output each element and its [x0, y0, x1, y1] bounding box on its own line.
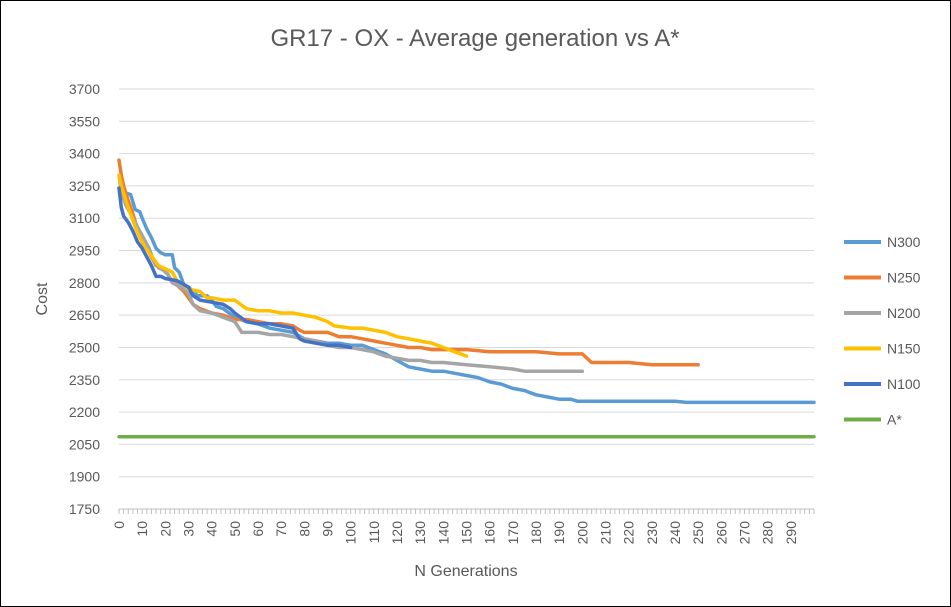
y-tick-label: 3400	[69, 146, 100, 162]
y-tick-label: 2650	[69, 307, 100, 323]
x-axis-tick-labels: 0 10 20 30 40 50 60 70 80 90 100 110 120 130 140 150 160…	[111, 521, 799, 545]
x-tick-label: 20	[157, 521, 173, 537]
x-tick-label: 100	[343, 521, 359, 545]
y-axis-title: Cost	[34, 282, 51, 315]
gridlines	[119, 88, 814, 478]
x-tick-label: 140	[435, 521, 451, 545]
y-tick-label: 2950	[69, 243, 100, 259]
legend-label-n150: N150	[887, 341, 921, 357]
x-tick-label: 90	[320, 521, 336, 537]
legend: N300 N250 N200 N150 N100 A*	[844, 234, 921, 428]
x-tick-label: 40	[204, 521, 220, 537]
series-line-n100	[117, 186, 353, 350]
y-tick-label: 2200	[69, 404, 100, 420]
x-tick-label: 190	[551, 521, 567, 545]
x-tick-label: 230	[644, 521, 660, 545]
y-tick-label: 3550	[69, 113, 100, 129]
legend-label-n300: N300	[887, 234, 921, 250]
x-tick-label: 200	[574, 521, 590, 545]
legend-label-n100: N100	[887, 376, 921, 392]
x-tick-label: 0	[111, 521, 127, 529]
legend-label-n200: N200	[887, 305, 921, 321]
x-tick-label: 170	[505, 521, 521, 545]
y-axis-tick-labels: 1750 1900 2050 2200 2350 2500 2650 2800 2950 3100…	[69, 81, 100, 517]
y-tick-label: 1900	[69, 469, 100, 485]
x-tick-label: 30	[181, 521, 197, 537]
x-tick-label: 240	[667, 521, 683, 545]
x-axis-title: N Generations	[414, 563, 517, 580]
x-tick-label: 210	[598, 521, 614, 545]
series-line-n250	[117, 158, 700, 367]
y-tick-label: 1750	[69, 501, 100, 517]
series-lines	[117, 158, 816, 439]
x-tick-label: 260	[713, 521, 729, 545]
x-tick-label: 270	[737, 521, 753, 545]
legend-label-astar: A*	[887, 412, 902, 428]
x-tick-label: 130	[412, 521, 428, 545]
x-tick-label: 150	[459, 521, 475, 545]
x-tick-label: 50	[227, 521, 243, 537]
y-tick-label: 3250	[69, 178, 100, 194]
y-tick-label: 2500	[69, 339, 100, 355]
x-tick-label: 10	[134, 521, 150, 537]
x-tick-label: 250	[690, 521, 706, 545]
x-tick-label: 290	[783, 521, 799, 545]
y-tick-label: 2800	[69, 275, 100, 291]
series-line-n150	[117, 173, 469, 358]
x-tick-label: 70	[273, 521, 289, 537]
y-tick-label: 3100	[69, 210, 100, 226]
y-tick-label: 3700	[69, 81, 100, 97]
x-tick-label: 80	[296, 521, 312, 537]
x-tick-label: 120	[389, 521, 405, 545]
x-tick-label: 160	[482, 521, 498, 545]
x-tick-label: 110	[366, 521, 382, 544]
x-tick-label: 220	[621, 521, 637, 545]
series-line-n200	[117, 173, 585, 373]
x-tick-label: 280	[760, 521, 776, 545]
y-tick-label: 2350	[69, 372, 100, 388]
axes	[118, 508, 815, 514]
x-tick-label: 180	[528, 521, 544, 545]
series-line-n300	[117, 186, 816, 405]
legend-label-n250: N250	[887, 270, 921, 286]
y-tick-label: 2050	[69, 436, 100, 452]
chart-title: GR17 - OX - Average generation vs A*	[270, 25, 679, 52]
x-tick-label: 60	[250, 521, 266, 537]
